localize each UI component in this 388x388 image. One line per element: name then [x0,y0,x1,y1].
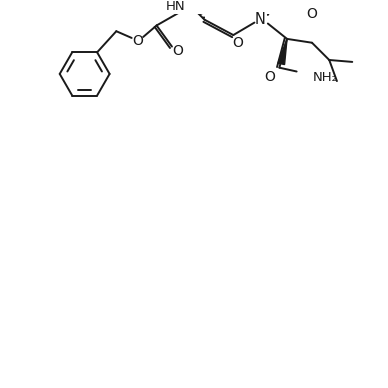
Text: O: O [172,44,183,58]
Text: O: O [132,34,143,48]
Text: O: O [233,36,244,50]
Text: N: N [255,12,266,27]
Text: O: O [264,70,275,84]
Text: HN: HN [166,0,185,13]
Polygon shape [278,39,287,64]
Text: O: O [307,7,317,21]
Text: NH₂: NH₂ [313,71,338,84]
